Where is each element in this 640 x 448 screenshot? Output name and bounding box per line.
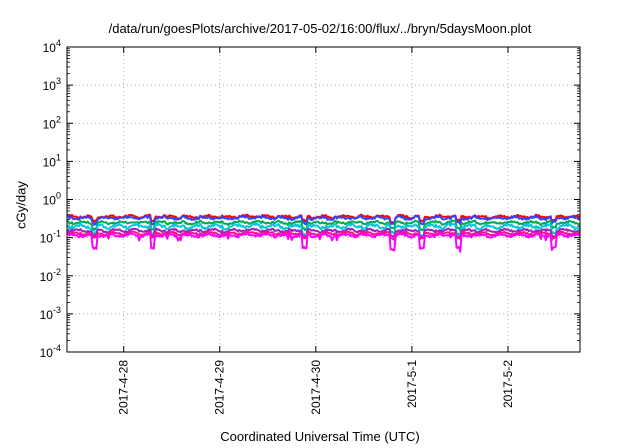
x-axis-label: Coordinated Universal Time (UTC) bbox=[220, 429, 420, 444]
y-tick-label-5: 101 bbox=[43, 152, 61, 169]
series-line-4 bbox=[67, 227, 581, 240]
x-tick-label-4: 2017-5-2 bbox=[501, 360, 515, 408]
series-line-6 bbox=[66, 232, 581, 253]
x-tick-label-3: 2017-5-1 bbox=[405, 360, 419, 408]
series-line-3 bbox=[66, 222, 581, 238]
y-tick-label-0: 10-4 bbox=[40, 343, 61, 360]
plot-frame bbox=[66, 46, 581, 353]
series-line-2 bbox=[66, 219, 581, 232]
x-tick-label-2: 2017-4-30 bbox=[309, 360, 323, 415]
series-line-1 bbox=[67, 214, 581, 226]
series-line-5 bbox=[66, 230, 581, 241]
y-tick-label-1: 10-3 bbox=[40, 305, 61, 322]
y-tick-label-6: 102 bbox=[43, 114, 61, 131]
y-axis-label: cGy/day bbox=[13, 181, 29, 229]
y-tick-label-8: 104 bbox=[43, 38, 61, 55]
y-tick-label-4: 100 bbox=[43, 191, 61, 208]
x-tick-label-0: 2017-4-28 bbox=[117, 360, 131, 415]
y-tick-label-3: 10-1 bbox=[40, 229, 61, 246]
x-tick-label-1: 2017-4-29 bbox=[213, 360, 227, 415]
chart-title: /data/run/goesPlots/archive/2017-05-02/1… bbox=[108, 21, 532, 36]
y-tick-label-7: 103 bbox=[43, 76, 61, 93]
y-tick-label-2: 10-2 bbox=[40, 267, 61, 284]
